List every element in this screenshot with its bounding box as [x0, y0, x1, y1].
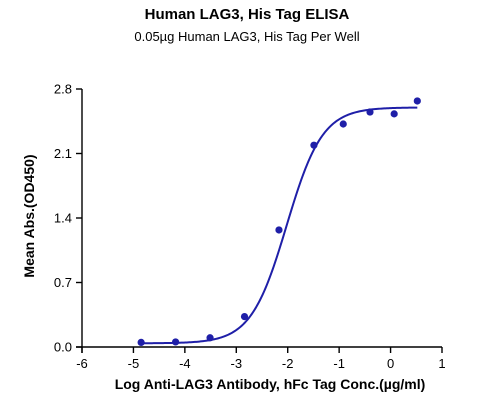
x-tick-label: 1: [438, 356, 445, 371]
axes: [76, 89, 442, 353]
chart-subtitle: 0.05µg Human LAG3, His Tag Per Well: [134, 29, 359, 44]
y-tick-label: 1.4: [54, 211, 72, 226]
y-tick-label: 0.0: [54, 340, 72, 355]
y-axis-ticks: 0.0 0.7 1.4 2.1 2.8: [54, 82, 82, 355]
x-tick-label: -6: [76, 356, 88, 371]
data-point: [240, 312, 249, 321]
data-point: [366, 108, 374, 116]
x-tick-label: 0: [387, 356, 394, 371]
x-tick-label: -3: [231, 356, 243, 371]
x-axis-ticks: -6 -5 -4 -3 -2 -1 0 1: [76, 347, 446, 371]
data-points: [137, 97, 421, 346]
x-tick-label: -2: [282, 356, 294, 371]
y-axis-title: Mean Abs.(OD450): [21, 154, 37, 277]
y-tick-label: 2.1: [54, 146, 72, 161]
y-tick-label: 0.7: [54, 275, 72, 290]
data-point: [413, 97, 421, 105]
data-point: [137, 338, 145, 346]
data-point: [390, 110, 398, 118]
data-point: [275, 226, 283, 234]
data-point: [339, 120, 347, 128]
chart-title: Human LAG3, His Tag ELISA: [145, 6, 350, 23]
x-tick-label: -5: [128, 356, 140, 371]
y-tick-label: 2.8: [54, 82, 72, 97]
data-point: [172, 338, 180, 346]
x-axis-title: Log Anti-LAG3 Antibody, hFc Tag Conc.(µg…: [115, 376, 426, 392]
fit-curve: [141, 106, 418, 345]
x-tick-label: -1: [333, 356, 345, 371]
data-point: [206, 334, 214, 342]
x-tick-label: -4: [179, 356, 191, 371]
data-point: [310, 141, 318, 149]
